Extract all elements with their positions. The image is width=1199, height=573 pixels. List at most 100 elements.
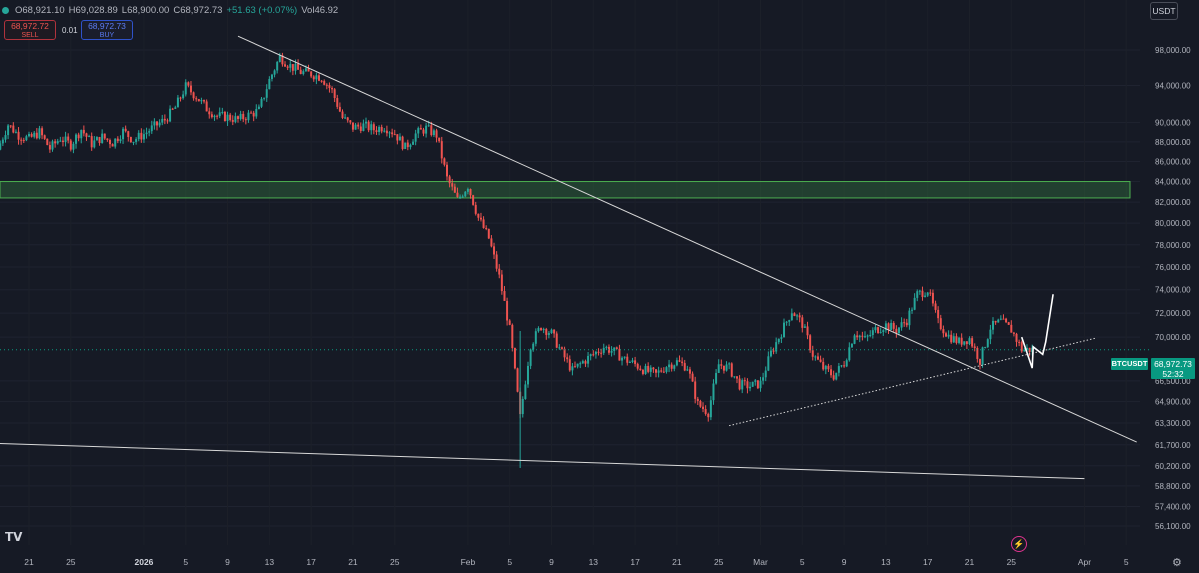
- candle-body: [960, 337, 963, 345]
- sell-label: SELL: [21, 32, 39, 39]
- candle-body: [317, 75, 320, 81]
- candle-body: [153, 121, 156, 126]
- price-axis[interactable]: 98,000.00 94,000.00 90,000.00 88,000.00 86,0…: [1155, 46, 1191, 531]
- candle-body: [4, 135, 7, 140]
- sell-button[interactable]: 68,972.72 SELL: [4, 20, 56, 40]
- candle-body: [28, 133, 30, 137]
- candle-body: [840, 365, 843, 367]
- time-axis[interactable]: 21 25 2026 5 9 13 17 21 25 Feb 5 9 13 17 21 25 Mar 5 9 13 17…: [24, 557, 1129, 567]
- candle-body: [255, 109, 258, 117]
- candle-body: [278, 55, 281, 63]
- x-tick-label: 9: [842, 557, 847, 567]
- candle-body: [707, 413, 710, 418]
- candle-body: [639, 368, 642, 371]
- candle-body: [989, 329, 992, 340]
- candle-body: [903, 322, 906, 324]
- x-tick-label: 5: [507, 557, 512, 567]
- projection-path: [1020, 294, 1054, 369]
- candle-body: [911, 309, 914, 311]
- candle-body: [762, 377, 765, 381]
- candle-body: [900, 322, 903, 328]
- y-tick-label: 74,000.00: [1155, 286, 1191, 295]
- order-quantity[interactable]: 0.01: [62, 26, 78, 35]
- candle-body: [587, 355, 590, 364]
- candle-body: [250, 112, 253, 114]
- candle-body: [500, 274, 503, 292]
- candle-body: [861, 335, 864, 337]
- candle-body: [662, 371, 665, 373]
- x-tick-label: 21: [348, 557, 358, 567]
- candle-body: [466, 189, 469, 192]
- candle-body: [589, 354, 592, 356]
- candle-body: [349, 120, 352, 123]
- candle-body: [929, 292, 932, 294]
- descending-trendline: [237, 35, 1137, 443]
- candle-body: [307, 68, 310, 72]
- x-tick-label: 5: [1124, 557, 1129, 567]
- bar-countdown: 52:32: [1162, 369, 1184, 379]
- candle-body: [469, 189, 472, 196]
- candle-body: [924, 295, 927, 297]
- candle-body: [351, 122, 354, 130]
- candle-body: [675, 360, 678, 366]
- candle-body: [234, 116, 237, 122]
- candle-body: [652, 367, 655, 370]
- candle-body: [229, 114, 232, 120]
- candle-body: [796, 315, 799, 317]
- candle-body: [576, 363, 579, 367]
- candle-body: [46, 138, 49, 146]
- candle-body: [751, 381, 754, 387]
- candle-body: [581, 361, 584, 364]
- candle-body: [605, 346, 608, 348]
- candle-body: [715, 372, 718, 384]
- candle-body: [210, 114, 213, 118]
- candle-body: [973, 346, 976, 348]
- candle-body: [668, 364, 671, 368]
- y-tick-label: 86,000.00: [1155, 157, 1191, 166]
- candle-body: [759, 380, 762, 389]
- candle-body: [213, 115, 216, 118]
- candle-body: [51, 141, 54, 150]
- candle-body: [129, 137, 132, 143]
- candle-body: [263, 97, 266, 99]
- candle-body: [856, 335, 859, 338]
- candle-body: [780, 337, 783, 339]
- candle-body: [302, 71, 305, 75]
- candle-body: [772, 350, 775, 352]
- tradingview-logo-icon[interactable]: 𝗧𝗩: [5, 530, 23, 544]
- candle-body: [197, 99, 200, 102]
- candle-body: [150, 125, 153, 132]
- buy-button[interactable]: 68,972.73 BUY: [81, 20, 133, 40]
- candle-body: [482, 219, 485, 228]
- candle-body: [937, 309, 940, 319]
- candle-body: [790, 313, 793, 321]
- currency-select[interactable]: USDT: [1150, 2, 1178, 20]
- candle-body: [788, 320, 791, 322]
- candle-body: [20, 139, 23, 141]
- candle-body: [634, 360, 637, 364]
- candle-body: [631, 360, 634, 362]
- candle-body: [297, 63, 300, 70]
- candle-body: [965, 341, 968, 344]
- lightning-icon[interactable]: ⚡: [1011, 536, 1027, 552]
- candle-body: [994, 320, 997, 323]
- candle-body: [80, 129, 83, 139]
- candle-body: [493, 246, 496, 255]
- candle-body: [17, 131, 20, 140]
- candle-body: [879, 332, 882, 334]
- candle-body: [284, 64, 287, 67]
- candle-body: [984, 347, 987, 349]
- candle-body: [346, 117, 349, 121]
- candle-body: [534, 331, 537, 344]
- x-tick-label: 13: [881, 557, 891, 567]
- candle-body: [602, 347, 605, 353]
- y-tick-label: 90,000.00: [1155, 119, 1191, 128]
- candle-body: [944, 333, 947, 337]
- candle-body: [12, 125, 15, 133]
- candle-body: [717, 364, 720, 373]
- candle-body: [686, 369, 689, 371]
- open-value: O68,921.10: [15, 4, 65, 16]
- candle-body: [140, 132, 143, 140]
- settings-icon[interactable]: ⚙: [1172, 557, 1182, 569]
